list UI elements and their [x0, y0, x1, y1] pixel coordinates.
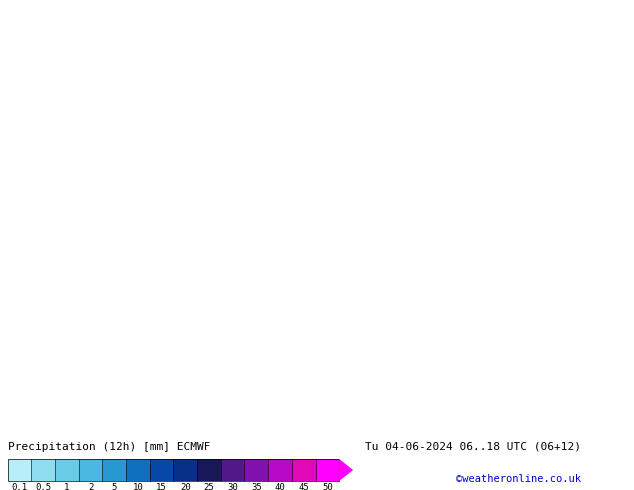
- Bar: [79, 459, 102, 481]
- Text: 30: 30: [227, 483, 238, 490]
- Text: 0.5: 0.5: [35, 483, 51, 490]
- Bar: [8, 459, 339, 481]
- Bar: [31, 459, 55, 481]
- Bar: [197, 459, 221, 481]
- Text: 35: 35: [251, 483, 262, 490]
- Text: 25: 25: [204, 483, 214, 490]
- Bar: [150, 459, 174, 481]
- Text: Precipitation (12h) [mm] ECMWF: Precipitation (12h) [mm] ECMWF: [8, 441, 210, 451]
- Bar: [316, 459, 339, 481]
- Bar: [268, 459, 292, 481]
- Text: Tu 04-06-2024 06..18 UTC (06+12): Tu 04-06-2024 06..18 UTC (06+12): [365, 441, 581, 451]
- Bar: [221, 459, 245, 481]
- Text: 40: 40: [275, 483, 285, 490]
- Text: 1: 1: [64, 483, 70, 490]
- Text: 50: 50: [322, 483, 333, 490]
- Text: 0.1: 0.1: [11, 483, 27, 490]
- Bar: [245, 459, 268, 481]
- Text: 10: 10: [133, 483, 143, 490]
- Polygon shape: [339, 459, 353, 481]
- Bar: [8, 459, 31, 481]
- Bar: [173, 459, 197, 481]
- Bar: [126, 459, 150, 481]
- Bar: [292, 459, 316, 481]
- Text: 20: 20: [180, 483, 191, 490]
- Text: 5: 5: [112, 483, 117, 490]
- Text: ©weatheronline.co.uk: ©weatheronline.co.uk: [456, 474, 581, 484]
- Text: 15: 15: [156, 483, 167, 490]
- Bar: [55, 459, 79, 481]
- Text: 2: 2: [88, 483, 93, 490]
- Text: 45: 45: [298, 483, 309, 490]
- Bar: [102, 459, 126, 481]
